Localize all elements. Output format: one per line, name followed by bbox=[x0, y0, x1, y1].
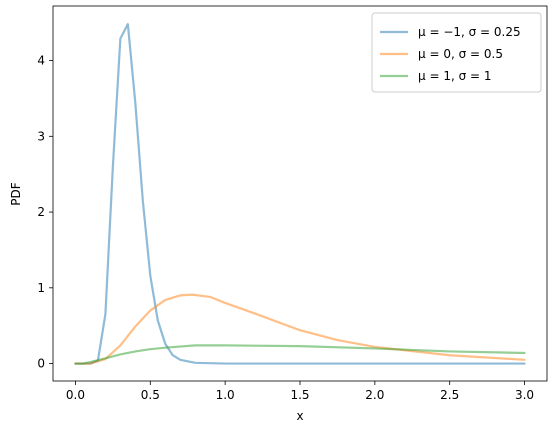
legend-frame bbox=[371, 12, 542, 93]
x-tick-label: 1.5 bbox=[290, 388, 309, 402]
series-line-3 bbox=[74, 344, 526, 365]
series-line-2 bbox=[74, 293, 526, 365]
x-axis-label: x bbox=[296, 409, 303, 423]
y-axis-label: PDF bbox=[9, 182, 23, 205]
y-tick-label: 3 bbox=[37, 129, 45, 143]
x-tick-label: 2.5 bbox=[440, 388, 459, 402]
x-tick-label: 3.0 bbox=[515, 388, 534, 402]
legend-label-3: μ = 1, σ = 1 bbox=[418, 69, 492, 83]
legend: μ = −1, σ = 0.25 μ = 0, σ = 0.5 μ = 1, σ =… bbox=[371, 12, 542, 93]
y-tick-label: 4 bbox=[37, 54, 45, 68]
x-tick-label: 1.0 bbox=[216, 388, 235, 402]
y-axis-ticks: 0 1 2 3 4 bbox=[37, 54, 53, 371]
x-tick-label: 2.0 bbox=[365, 388, 384, 402]
y-tick-label: 1 bbox=[37, 281, 45, 295]
legend-label-2: μ = 0, σ = 0.5 bbox=[418, 47, 503, 61]
plot-area bbox=[74, 23, 526, 365]
x-tick-label: 0.0 bbox=[66, 388, 85, 402]
legend-label-1: μ = −1, σ = 0.25 bbox=[418, 25, 521, 39]
x-tick-label: 0.5 bbox=[141, 388, 160, 402]
x-axis-ticks: 0.0 0.5 1.0 1.5 2.0 2.5 3.0 bbox=[66, 381, 534, 402]
y-tick-label: 0 bbox=[37, 357, 45, 371]
y-tick-label: 2 bbox=[37, 205, 45, 219]
series-line-1 bbox=[74, 23, 526, 365]
